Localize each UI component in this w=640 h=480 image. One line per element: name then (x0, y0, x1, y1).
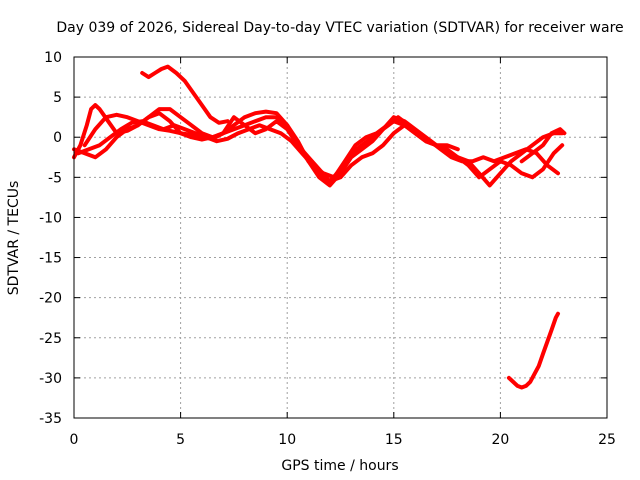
series-line-track-7 (519, 127, 567, 164)
y-axis-label: SDTVAR / TECUs (6, 181, 22, 296)
x-tick-label: 25 (598, 432, 616, 448)
x-tick-label: 5 (176, 432, 185, 448)
x-tick-label: 0 (70, 432, 79, 448)
data-series (72, 64, 567, 390)
x-axis-label: GPS time / hours (281, 458, 398, 474)
y-tick-label: 5 (53, 90, 62, 106)
x-tick-label: 10 (278, 432, 296, 448)
series-line-track-6 (506, 311, 560, 390)
y-tick-label: -30 (39, 371, 62, 387)
plot-frame (73, 56, 608, 419)
y-tick-label: -25 (39, 331, 62, 347)
y-tick-label: -20 (39, 291, 62, 307)
x-tick-label: 15 (385, 432, 403, 448)
chart-title: Day 039 of 2026, Sidereal Day-to-day VTE… (56, 20, 623, 36)
y-tick-labels: 10 5 0 -5 -10 -15 -20 -25 -30 -35 (39, 50, 62, 427)
y-tick-label: -10 (39, 210, 62, 226)
y-tick-label: 0 (53, 130, 62, 146)
y-tick-label: 10 (44, 50, 62, 66)
x-tick-label: 20 (491, 432, 509, 448)
y-tick-label: -35 (39, 411, 62, 427)
axis-ticks (73, 56, 608, 419)
series-line-track-4 (82, 112, 565, 188)
series-line-track-5 (140, 64, 230, 125)
x-tick-labels: 0 5 10 15 20 25 (70, 432, 616, 448)
y-tick-label: -5 (48, 170, 62, 186)
y-tick-label: -15 (39, 251, 62, 267)
